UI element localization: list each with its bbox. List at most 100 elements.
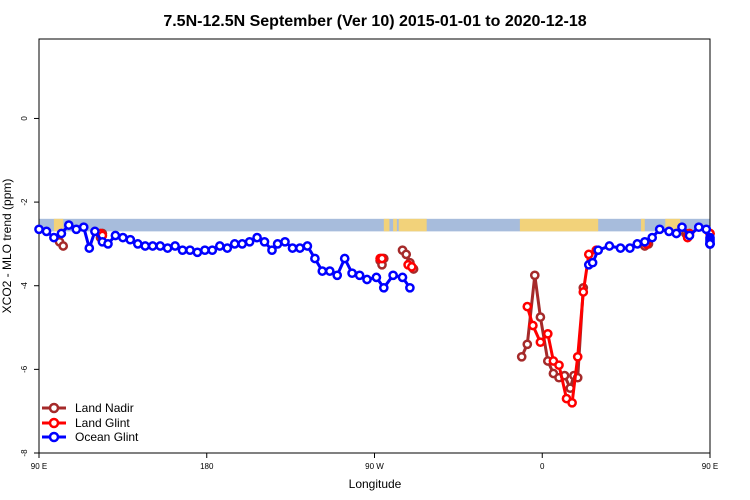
y-tick-label: -4: [20, 282, 29, 290]
land-patch: [383, 218, 390, 232]
y-tick-label: 0: [20, 116, 29, 121]
data-point-ocean-glint: [362, 274, 372, 285]
data-point-ocean-glint: [41, 226, 52, 237]
data-point-ocean-glint: [103, 239, 113, 249]
x-tick-label: 90 E: [702, 462, 718, 471]
data-point-ocean-glint: [664, 226, 674, 237]
data-point-ocean-glint: [222, 243, 233, 253]
data-point-ocean-glint: [200, 245, 210, 256]
legend-label-ocean-glint: Ocean Glint: [75, 430, 139, 444]
data-point-land-glint: [377, 253, 387, 264]
x-tick-label: 90 E: [31, 462, 47, 471]
data-point-ocean-glint: [155, 241, 166, 251]
data-point-ocean-glint: [259, 236, 270, 247]
data-point-ocean-glint: [280, 236, 290, 247]
data-point-ocean-glint: [244, 236, 255, 247]
data-point-ocean-glint: [140, 241, 151, 251]
data-point-ocean-glint: [332, 270, 343, 281]
legend: Land Nadir Land Glint Ocean Glint: [42, 401, 139, 444]
data-point-land-glint: [554, 360, 564, 371]
data-point-ocean-glint: [693, 222, 704, 233]
data-point-ocean-glint: [647, 232, 658, 243]
data-point-ocean-glint: [317, 266, 328, 276]
data-point-ocean-glint: [177, 245, 188, 256]
data-point-ocean-glint: [371, 272, 382, 283]
legend-marker-ocean-glint: [48, 431, 60, 443]
data-point-ocean-glint: [677, 222, 687, 233]
data-point-ocean-glint: [110, 230, 121, 241]
data-point-ocean-glint: [90, 226, 100, 237]
legend-label-land-nadir: Land Nadir: [75, 401, 134, 415]
data-point-ocean-glint: [310, 253, 320, 264]
data-point-ocean-glint: [118, 232, 128, 243]
data-point-ocean-glint: [287, 243, 298, 253]
land-patch: [398, 218, 427, 232]
data-point-ocean-glint: [229, 239, 240, 249]
data-point-land-glint: [522, 301, 533, 312]
chart-title: 7.5N-12.5N September (Ver 10) 2015-01-01…: [163, 13, 586, 30]
data-point-ocean-glint: [214, 241, 225, 251]
data-point-land-nadir: [516, 351, 527, 362]
y-axis-label: XCO2 - MLO trend (ppm): [0, 179, 14, 314]
data-point-ocean-glint: [192, 247, 203, 258]
data-point-ocean-glint: [132, 239, 143, 249]
data-point-ocean-glint: [162, 243, 173, 253]
data-point-ocean-glint: [295, 243, 305, 253]
data-point-ocean-glint: [587, 257, 598, 268]
data-point-land-nadir: [522, 339, 533, 350]
data-point-ocean-glint: [625, 243, 635, 253]
y-tick-label: -8: [20, 449, 29, 457]
data-point-ocean-glint: [615, 243, 626, 253]
x-tick-label: 180: [200, 462, 214, 471]
data-point-ocean-glint: [237, 239, 248, 249]
data-point-ocean-glint: [705, 239, 715, 249]
data-point-ocean-glint: [639, 236, 650, 247]
data-point-ocean-glint: [397, 272, 408, 283]
data-point-ocean-glint: [684, 230, 695, 241]
data-point-ocean-glint: [378, 282, 389, 293]
data-point-ocean-glint: [632, 239, 643, 249]
legend-item-land-nadir: Land Nadir: [42, 401, 134, 415]
data-point-ocean-glint: [324, 266, 335, 276]
legend-item-ocean-glint: Ocean Glint: [42, 430, 139, 444]
land-patch: [641, 218, 645, 232]
data-point-ocean-glint: [49, 232, 59, 243]
data-point-ocean-glint: [354, 270, 365, 281]
data-point-ocean-glint: [654, 224, 665, 235]
y-axis: 0 -2 -4 -6 -8: [20, 116, 39, 457]
data-point-ocean-glint: [71, 224, 82, 235]
data-point-ocean-glint: [593, 245, 604, 256]
data-point-land-glint: [542, 328, 553, 339]
data-point-ocean-glint: [604, 241, 615, 251]
data-point-land-nadir: [535, 312, 546, 322]
legend-marker-land-nadir: [48, 402, 60, 414]
data-point-land-nadir: [529, 270, 540, 281]
data-point-ocean-glint: [302, 241, 313, 251]
data-point-land-glint: [528, 320, 538, 331]
data-point-ocean-glint: [207, 245, 218, 256]
y-tick-label: -2: [20, 198, 29, 206]
data-point-land-glint: [535, 337, 546, 348]
data-point-ocean-glint: [347, 268, 357, 279]
data-point-ocean-glint: [272, 239, 283, 249]
data-point-ocean-glint: [388, 270, 398, 281]
ocean-band: [39, 218, 710, 232]
series-land-nadir: [54, 228, 715, 394]
land-patch: [393, 218, 397, 232]
y-tick-label: -6: [20, 365, 29, 373]
data-point-ocean-glint: [63, 220, 74, 230]
data-point-ocean-glint: [170, 241, 180, 251]
legend-item-land-glint: Land Glint: [42, 416, 130, 430]
data-point-land-glint: [406, 262, 417, 272]
data-point-ocean-glint: [125, 234, 136, 245]
legend-marker-land-glint: [48, 417, 60, 429]
data-point-ocean-glint: [252, 232, 262, 243]
data-point-ocean-glint: [405, 282, 415, 293]
data-point-ocean-glint: [84, 243, 95, 253]
data-point-land-glint: [572, 351, 583, 362]
x-tick-label: 0: [540, 462, 545, 471]
x-tick-label: 90 W: [365, 462, 384, 471]
land-patch: [53, 218, 64, 232]
data-point-ocean-glint: [78, 222, 89, 233]
